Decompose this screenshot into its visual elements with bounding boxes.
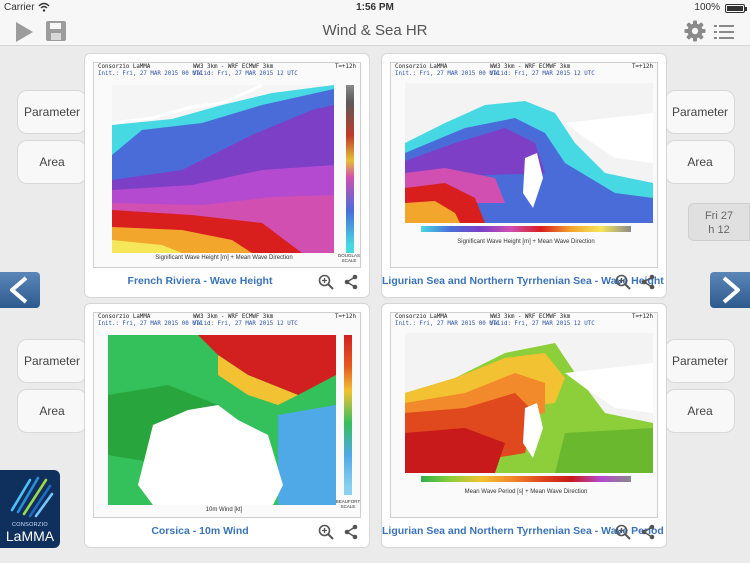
zoom-in-icon[interactable] xyxy=(615,524,631,540)
map-header: Consorzio LaMMA Init.: Fri, 27 MAR 2015 … xyxy=(98,64,356,84)
map-producer: Consorzio LaMMA xyxy=(98,314,151,320)
color-scale-bar xyxy=(344,335,352,495)
map-model: WW3 3km - WRF ECMWF 3km xyxy=(490,314,571,320)
wave-height-map[interactable]: Consorzio LaMMA Init.: Fri, 27 MAR 2015 … xyxy=(390,62,658,268)
map-lead-time: T=+12h xyxy=(335,314,356,320)
play-icon[interactable] xyxy=(16,22,33,42)
logo-mark-icon xyxy=(10,476,54,518)
map-lead-time: T=+12h xyxy=(632,64,653,70)
map-init-time: Init.: Fri, 27 MAR 2015 00 UTC xyxy=(395,321,500,327)
map-lead-time: T=+12h xyxy=(632,314,653,320)
wave-period-map[interactable]: Consorzio LaMMA Init.: Fri, 27 MAR 2015 … xyxy=(390,312,658,518)
map-model: WW3 3km - WRF ECMWF 3km xyxy=(490,64,571,70)
card-footer: Ligurian Sea and Northern Tyrrhenian Sea… xyxy=(382,519,666,547)
previous-arrow-button[interactable] xyxy=(0,272,40,308)
map-valid-time: Valid: Fri, 27 MAR 2015 12 UTC xyxy=(490,321,595,327)
save-icon[interactable] xyxy=(46,21,66,41)
wave-period-field xyxy=(405,333,653,473)
left-bottom-area-button[interactable]: Area xyxy=(17,389,87,433)
map-init-time: Init.: Fri, 27 MAR 2015 00 UTC xyxy=(98,321,203,327)
map-producer: Consorzio LaMMA xyxy=(98,64,151,70)
clock: 1:56 PM xyxy=(356,2,394,13)
card-footer: Ligurian Sea and Northern Tyrrhenian Sea… xyxy=(382,269,666,297)
logo-name: LaMMA xyxy=(5,528,55,544)
map-legend: Significant Wave Height [m] + Mean Wave … xyxy=(457,239,595,245)
scale-label: DOUGLAS SCALE xyxy=(337,253,360,263)
forecast-card-corsica-wind[interactable]: Consorzio LaMMA Init.: Fri, 27 MAR 2015 … xyxy=(84,303,370,548)
card-footer: French Riviera - Wave Height xyxy=(85,269,369,297)
date-badge[interactable]: Fri 27 h 12 xyxy=(688,203,750,241)
wave-height-field xyxy=(112,85,334,253)
map-valid-time: Valid: Fri, 27 MAR 2015 12 UTC xyxy=(193,71,298,77)
wave-height-map[interactable]: Consorzio LaMMA Init.: Fri, 27 MAR 2015 … xyxy=(93,62,361,268)
scale-label: BEAUFORT SCALE xyxy=(335,499,361,509)
map-init-time: Init.: Fri, 27 MAR 2015 00 UTC xyxy=(395,71,500,77)
map-header: Consorzio LaMMA Init.: Fri, 27 MAR 2015 … xyxy=(395,64,653,84)
color-scale-bar xyxy=(346,85,354,253)
color-scale-bar xyxy=(421,476,631,482)
forecast-card-french-riviera[interactable]: Consorzio LaMMA Init.: Fri, 27 MAR 2015 … xyxy=(84,53,370,298)
share-icon[interactable] xyxy=(640,274,656,290)
map-legend: Mean Wave Period [s] + Mean Wave Directi… xyxy=(464,489,588,495)
logo-subtitle: CONSORZIO xyxy=(11,522,48,528)
gear-icon[interactable] xyxy=(684,20,706,42)
card-caption: French Riviera - Wave Height xyxy=(127,275,273,287)
wave-height-field xyxy=(405,83,653,223)
left-top-parameter-button[interactable]: Parameter xyxy=(17,90,87,134)
right-bottom-parameter-button[interactable]: Parameter xyxy=(665,339,735,383)
forecast-card-ligurian-wave-period[interactable]: Consorzio LaMMA Init.: Fri, 27 MAR 2015 … xyxy=(381,303,667,548)
date-badge-hour: h 12 xyxy=(708,224,730,236)
zoom-in-icon[interactable] xyxy=(318,274,334,290)
battery-icon xyxy=(725,4,747,13)
card-caption: Ligurian Sea and Northern Tyrrhenian Sea… xyxy=(382,525,664,537)
share-icon[interactable] xyxy=(640,524,656,540)
map-header: Consorzio LaMMA Init.: Fri, 27 MAR 2015 … xyxy=(395,314,653,334)
left-bottom-parameter-button[interactable]: Parameter xyxy=(17,339,87,383)
battery-percent: 100% xyxy=(694,2,720,13)
map-producer: Consorzio LaMMA xyxy=(395,64,448,70)
card-footer: Corsica - 10m Wind xyxy=(85,519,369,547)
carrier-label: Carrier xyxy=(4,2,35,13)
color-scale-bar xyxy=(421,226,631,232)
right-top-parameter-button[interactable]: Parameter xyxy=(665,90,735,134)
next-arrow-button[interactable] xyxy=(710,272,750,308)
zoom-in-icon[interactable] xyxy=(615,274,631,290)
map-lead-time: T=+12h xyxy=(335,64,356,70)
chevron-right-icon xyxy=(722,276,740,304)
share-icon[interactable] xyxy=(343,274,359,290)
wind-map[interactable]: Consorzio LaMMA Init.: Fri, 27 MAR 2015 … xyxy=(93,312,361,518)
map-init-time: Init.: Fri, 27 MAR 2015 00 UTC xyxy=(98,71,203,77)
nav-bar: Wind & Sea HR xyxy=(0,16,750,46)
card-caption: Corsica - 10m Wind xyxy=(151,525,249,537)
right-top-area-button[interactable]: Area xyxy=(665,140,735,184)
map-model: WW3 3km - WRF ECMWF 3km xyxy=(193,64,274,70)
map-valid-time: Valid: Fri, 27 MAR 2015 12 UTC xyxy=(193,321,298,327)
map-legend: 10m Wind [kt] xyxy=(205,507,243,513)
date-badge-day: Fri 27 xyxy=(704,210,734,222)
list-menu-icon[interactable] xyxy=(714,24,734,40)
right-bottom-area-button[interactable]: Area xyxy=(665,389,735,433)
wifi-icon xyxy=(38,2,50,12)
left-top-area-button[interactable]: Area xyxy=(17,140,87,184)
forecast-card-ligurian-wave-height[interactable]: Consorzio LaMMA Init.: Fri, 27 MAR 2015 … xyxy=(381,53,667,298)
chevron-left-icon xyxy=(10,276,28,304)
lamma-logo[interactable]: CONSORZIO LaMMA xyxy=(0,470,60,548)
status-bar: Carrier 1:56 PM 100% xyxy=(0,0,750,16)
card-caption: Ligurian Sea and Northern Tyrrhenian Sea… xyxy=(382,275,664,287)
map-producer: Consorzio LaMMA xyxy=(395,314,448,320)
map-valid-time: Valid: Fri, 27 MAR 2015 12 UTC xyxy=(490,71,595,77)
page-title: Wind & Sea HR xyxy=(322,22,428,39)
map-header: Consorzio LaMMA Init.: Fri, 27 MAR 2015 … xyxy=(98,314,356,334)
wind-field xyxy=(108,335,336,505)
zoom-in-icon[interactable] xyxy=(318,524,334,540)
map-model: WW3 3km - WRF ECMWF 3km xyxy=(193,314,274,320)
map-legend: Significant Wave Height [m] + Mean Wave … xyxy=(155,255,293,261)
share-icon[interactable] xyxy=(343,524,359,540)
